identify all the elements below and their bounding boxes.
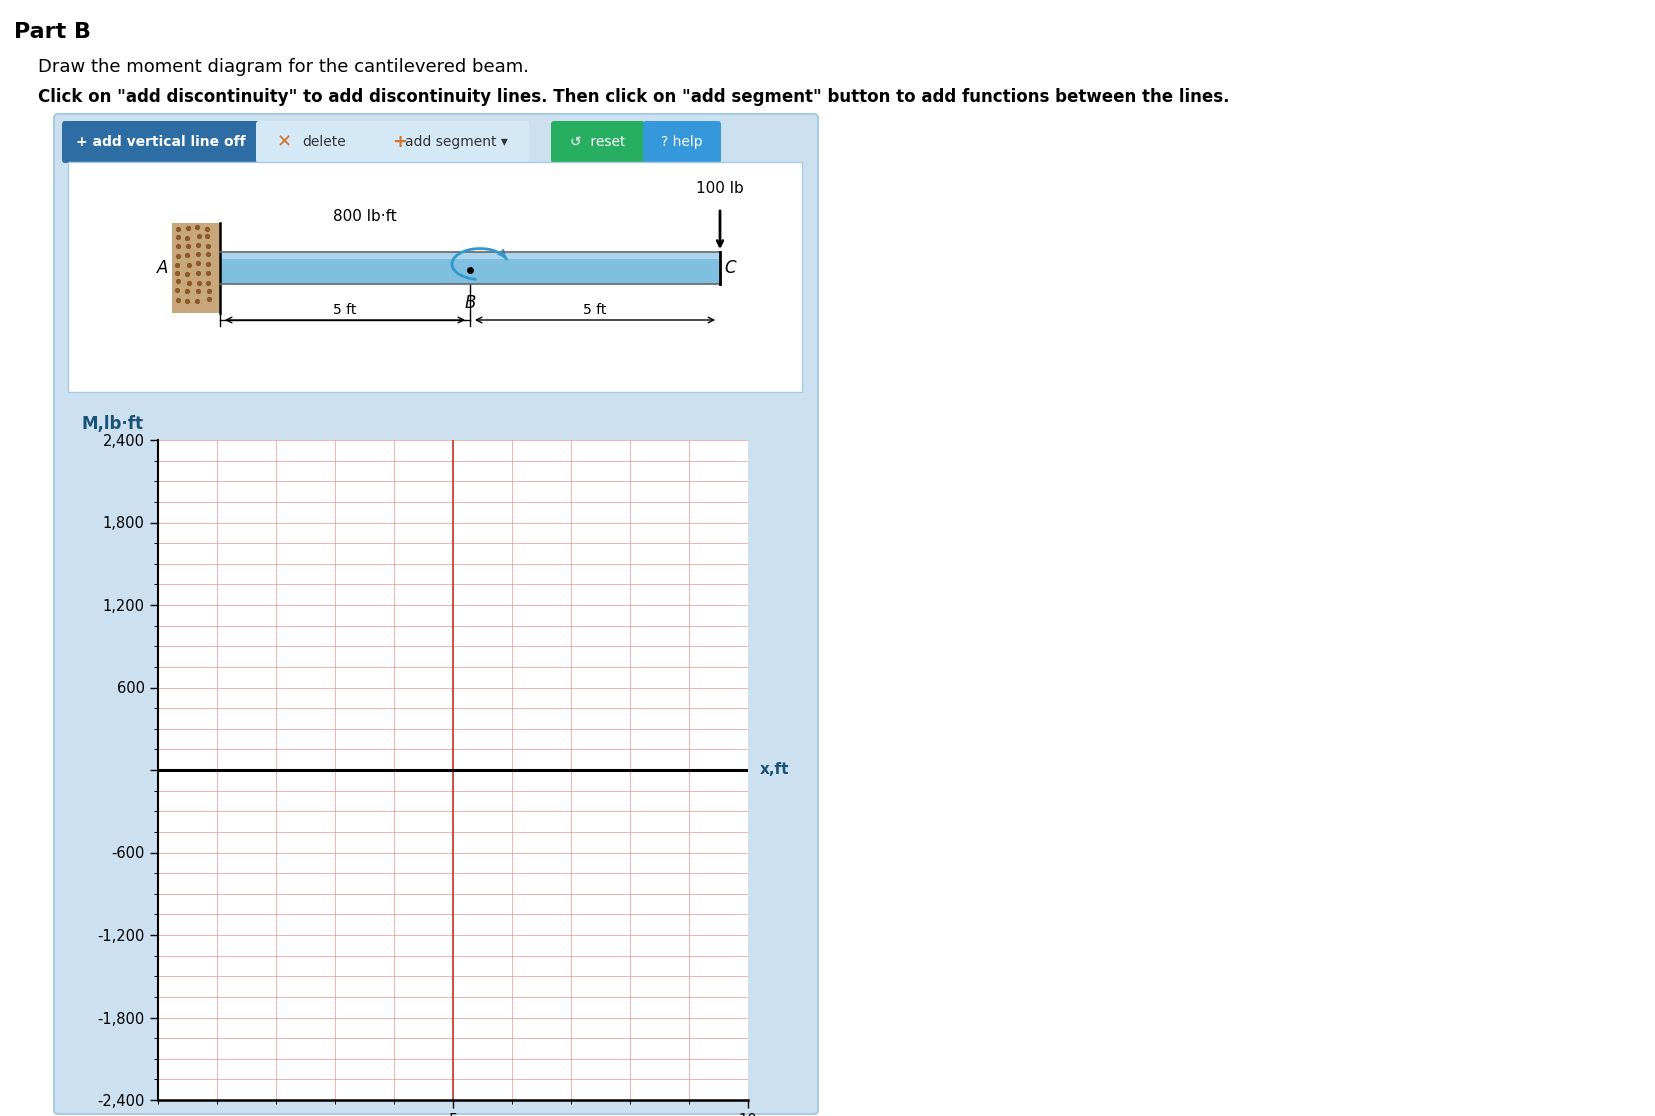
Bar xyxy=(220,252,720,259)
Text: add segment ▾: add segment ▾ xyxy=(404,135,506,150)
Text: Click on "add discontinuity" to add discontinuity lines. Then click on "add segm: Click on "add discontinuity" to add disc… xyxy=(38,88,1228,106)
Text: + add vertical line off: + add vertical line off xyxy=(76,135,245,150)
Text: 800 lb·ft: 800 lb·ft xyxy=(333,209,397,224)
Text: A: A xyxy=(157,259,167,277)
Text: C: C xyxy=(723,259,735,277)
Text: +: + xyxy=(392,133,407,151)
Text: 5 ft: 5 ft xyxy=(333,304,356,317)
Text: B: B xyxy=(463,294,475,312)
Text: 100 lb: 100 lb xyxy=(695,181,743,196)
FancyBboxPatch shape xyxy=(642,121,720,163)
Bar xyxy=(220,252,720,283)
Text: Part B: Part B xyxy=(13,22,91,42)
FancyBboxPatch shape xyxy=(551,121,644,163)
Text: ? help: ? help xyxy=(660,135,702,150)
FancyBboxPatch shape xyxy=(55,114,818,1114)
Bar xyxy=(172,223,220,312)
FancyBboxPatch shape xyxy=(374,121,528,163)
Text: x,ft: x,ft xyxy=(760,762,789,778)
Text: ✕: ✕ xyxy=(276,133,291,151)
Text: ↺  reset: ↺ reset xyxy=(569,135,626,150)
Text: 5 ft: 5 ft xyxy=(583,304,606,317)
FancyBboxPatch shape xyxy=(257,121,377,163)
Text: M,lb·ft: M,lb·ft xyxy=(81,415,144,433)
Text: Draw the moment diagram for the cantilevered beam.: Draw the moment diagram for the cantilev… xyxy=(38,58,528,76)
FancyBboxPatch shape xyxy=(61,121,260,163)
Bar xyxy=(68,162,801,392)
Text: delete: delete xyxy=(303,135,346,150)
